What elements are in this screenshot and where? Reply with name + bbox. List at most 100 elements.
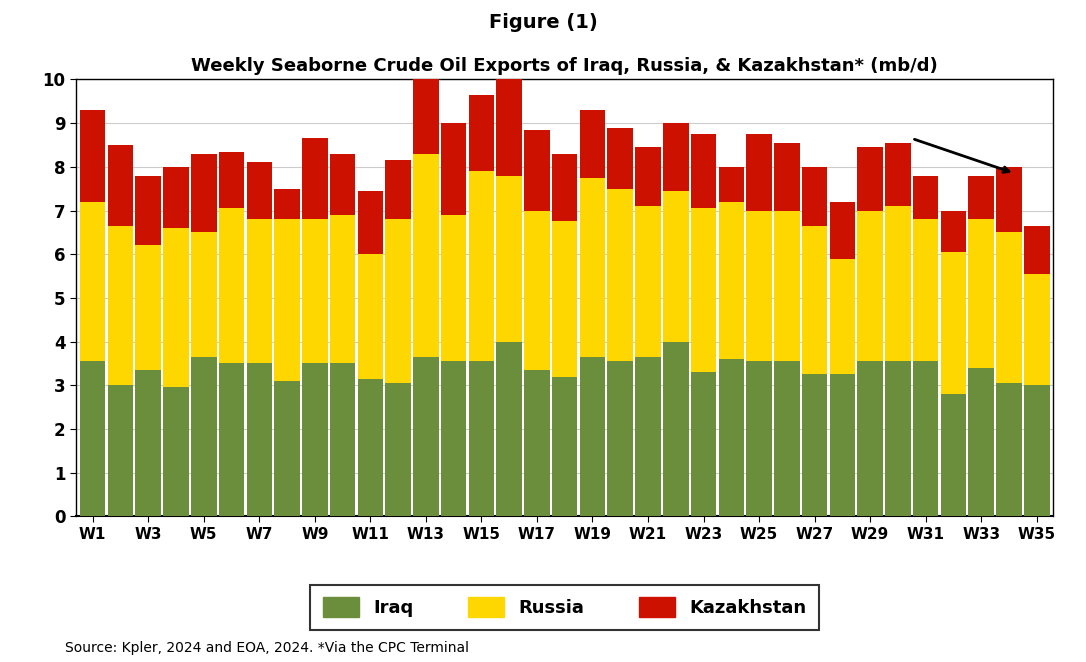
Bar: [552, 154, 578, 221]
Bar: [830, 202, 855, 259]
Bar: [913, 175, 938, 219]
Bar: [302, 138, 328, 219]
Bar: [330, 154, 355, 215]
Bar: [496, 79, 522, 175]
Bar: [969, 368, 994, 516]
Bar: [913, 361, 938, 516]
Bar: [163, 228, 189, 387]
Bar: [969, 219, 994, 368]
Bar: [635, 206, 660, 357]
Bar: [163, 167, 189, 228]
Bar: [940, 211, 967, 252]
Bar: [691, 134, 717, 209]
Bar: [496, 175, 522, 342]
Bar: [774, 143, 799, 211]
Bar: [218, 209, 244, 363]
Bar: [719, 167, 744, 202]
Bar: [801, 375, 828, 516]
Bar: [552, 377, 578, 516]
Bar: [525, 130, 550, 211]
Bar: [441, 123, 466, 215]
Bar: [191, 357, 216, 516]
Bar: [191, 232, 216, 357]
Bar: [218, 152, 244, 209]
Bar: [996, 383, 1022, 516]
Bar: [996, 232, 1022, 383]
Bar: [108, 226, 134, 385]
Bar: [302, 219, 328, 363]
Bar: [1024, 226, 1049, 274]
Bar: [191, 154, 216, 232]
Bar: [80, 202, 105, 361]
Bar: [719, 359, 744, 516]
Bar: [136, 246, 161, 370]
Bar: [857, 361, 883, 516]
Bar: [525, 211, 550, 370]
Bar: [525, 370, 550, 516]
Bar: [885, 143, 911, 206]
Bar: [469, 95, 494, 171]
Bar: [691, 372, 717, 516]
Legend: Iraq, Russia, Kazakhstan: Iraq, Russia, Kazakhstan: [311, 585, 819, 630]
Bar: [413, 154, 439, 357]
Bar: [108, 145, 134, 226]
Bar: [441, 215, 466, 361]
Bar: [580, 177, 605, 357]
Bar: [386, 219, 411, 383]
Bar: [830, 375, 855, 516]
Bar: [580, 110, 605, 177]
Bar: [635, 357, 660, 516]
Bar: [469, 361, 494, 516]
Bar: [719, 202, 744, 359]
Bar: [275, 219, 300, 381]
Bar: [247, 219, 273, 363]
Bar: [607, 128, 633, 189]
Bar: [801, 167, 828, 226]
Bar: [275, 381, 300, 516]
Bar: [469, 171, 494, 361]
Bar: [774, 361, 799, 516]
Bar: [386, 160, 411, 219]
Bar: [940, 252, 967, 394]
Bar: [552, 221, 578, 377]
Bar: [635, 147, 660, 206]
Text: Figure (1): Figure (1): [489, 13, 597, 32]
Bar: [413, 357, 439, 516]
Bar: [386, 383, 411, 516]
Bar: [607, 361, 633, 516]
Bar: [163, 387, 189, 516]
Bar: [136, 370, 161, 516]
Bar: [774, 211, 799, 361]
Bar: [746, 361, 772, 516]
Bar: [80, 110, 105, 202]
Bar: [247, 363, 273, 516]
Bar: [830, 259, 855, 375]
Bar: [691, 209, 717, 372]
Bar: [913, 219, 938, 361]
Bar: [357, 191, 383, 254]
Bar: [247, 162, 273, 219]
Bar: [357, 379, 383, 516]
Bar: [330, 363, 355, 516]
Text: Source: Kpler, 2024 and EOA, 2024. *Via the CPC Terminal: Source: Kpler, 2024 and EOA, 2024. *Via …: [65, 641, 469, 655]
Bar: [413, 79, 439, 154]
Bar: [801, 226, 828, 375]
Bar: [857, 147, 883, 211]
Bar: [441, 361, 466, 516]
Bar: [664, 342, 689, 516]
Bar: [108, 385, 134, 516]
Bar: [885, 206, 911, 361]
Bar: [357, 254, 383, 379]
Bar: [996, 167, 1022, 232]
Bar: [664, 123, 689, 191]
Bar: [664, 191, 689, 342]
Bar: [1024, 385, 1049, 516]
Bar: [607, 189, 633, 361]
Bar: [136, 175, 161, 246]
Title: Weekly Seaborne Crude Oil Exports of Iraq, Russia, & Kazakhstan* (mb/d): Weekly Seaborne Crude Oil Exports of Ira…: [191, 57, 938, 75]
Bar: [218, 363, 244, 516]
Bar: [1024, 274, 1049, 385]
Bar: [969, 175, 994, 219]
Bar: [940, 394, 967, 516]
Bar: [330, 215, 355, 363]
